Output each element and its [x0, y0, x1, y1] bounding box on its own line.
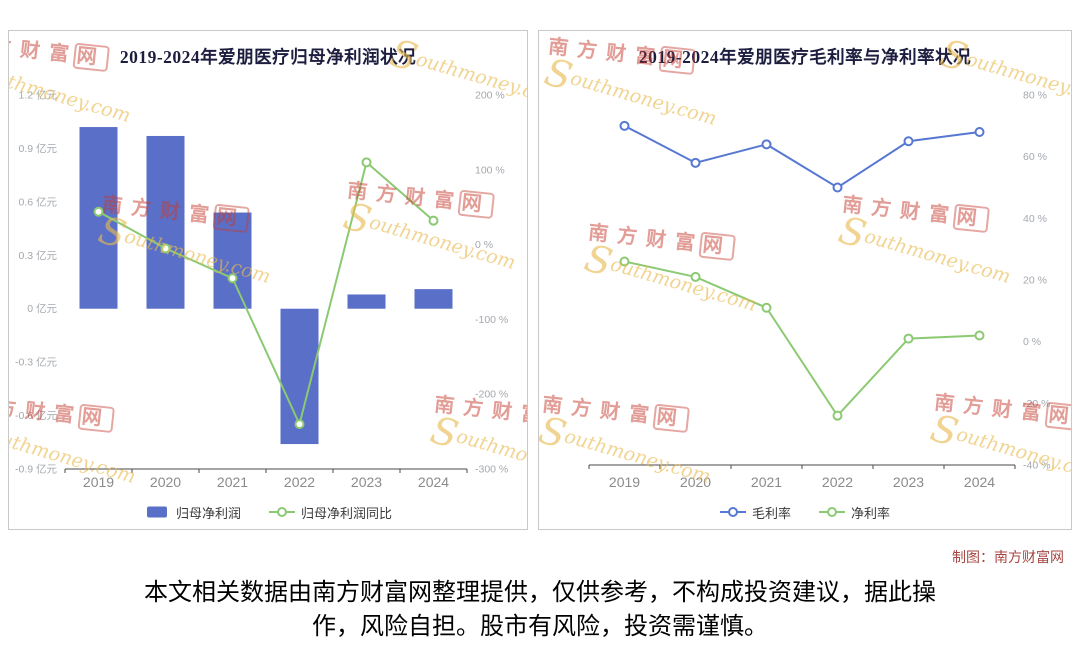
charts-row: 2019-2024年爱朋医疗归母净利润状况 1.2 亿元 0.9 亿元 0.6 亿元… — [8, 30, 1072, 530]
line-series — [619, 256, 985, 421]
point-marker-icon — [690, 271, 701, 282]
legend-label: 毛利率 — [751, 505, 791, 521]
line-path — [98, 160, 435, 428]
line-path — [624, 124, 980, 189]
y-axis-tick-label: 100 % — [475, 164, 505, 176]
point-marker-icon — [361, 157, 372, 168]
point-marker-icon — [428, 215, 439, 226]
net-profit-chart: 1.2 亿元 0.9 亿元 0.6 亿元 0.3 亿元 0 亿元 -0.3 亿元 -0.6 … — [15, 89, 508, 491]
bar-series — [79, 127, 453, 445]
net-profit-chart-title: 2019-2024年爱朋医疗归母净利润状况 — [119, 47, 417, 67]
net-profit-panel: 2019-2024年爱朋医疗归母净利润状况 1.2 亿元 0.9 亿元 0.6 亿元… — [8, 30, 528, 530]
margins-panel: 2019-2024年爱朋医疗毛利率与净利率状况 80 % 60 % 40 % 20 %… — [538, 30, 1072, 530]
y-axis-tick-label: -0.9 亿元 — [15, 463, 58, 476]
y-axis-tick-label: -200 % — [475, 389, 508, 401]
point-marker-icon — [832, 410, 843, 421]
x-axis-label: 2022 — [284, 474, 315, 490]
net-profit-legend: 归母净利润 归母净利润同比 — [9, 497, 527, 527]
line-series — [619, 120, 985, 193]
margins-legend: 毛利率 净利率 — [539, 497, 1071, 527]
x-axis-label: 2023 — [893, 474, 924, 490]
y-axis-tick-label: 0.6 亿元 — [18, 195, 57, 208]
point-marker-icon — [974, 330, 985, 341]
x-axis-label: 2019 — [609, 474, 640, 490]
y-axis-tick-label: 80 % — [1023, 90, 1047, 102]
x-axis-label: 2020 — [680, 474, 711, 490]
line-series — [93, 157, 439, 430]
point-marker-icon — [832, 182, 843, 193]
point-marker-icon — [974, 127, 985, 137]
line-path — [624, 260, 980, 418]
point-marker-icon — [160, 243, 171, 254]
legend-label: 归母净利润同比 — [301, 505, 393, 521]
legend-item: 净利率 — [819, 503, 890, 522]
point-marker-icon — [619, 120, 630, 131]
y-axis-tick-label: 1.2 亿元 — [18, 89, 57, 102]
y-axis-tick-label: 0 亿元 — [27, 302, 57, 315]
bar — [213, 212, 252, 309]
disclaimer-text: 本文相关数据由南方财富网整理提供，仅供参考，不构成投资建议，据此操作，风险自担。… — [144, 580, 936, 641]
x-axis-label: 2024 — [964, 474, 995, 490]
bar — [414, 289, 453, 309]
x-axis-label: 2023 — [351, 474, 382, 490]
x-axis-label: 2024 — [418, 474, 449, 490]
x-axis-label: 2021 — [217, 474, 248, 490]
y-axis-tick-label: -40 % — [1023, 460, 1050, 472]
bar — [347, 294, 386, 309]
y-axis-tick-label: -0.3 亿元 — [15, 356, 58, 369]
legend-line-marker-icon — [819, 507, 845, 517]
y-axis-tick-label: 20 % — [1023, 275, 1047, 287]
legend-line-marker-icon — [719, 507, 746, 517]
legend-item: 归母净利润 — [144, 503, 241, 522]
x-axis-label: 2019 — [83, 474, 114, 490]
margins-chart: 80 % 60 % 40 % 20 % 0 % -20 % -40 % 2019 2020 202… — [588, 90, 1050, 490]
x-axis-label: 2022 — [822, 474, 853, 490]
x-axis-label: 2021 — [751, 474, 782, 490]
legend-bar-marker-icon — [146, 506, 167, 518]
y-axis-tick-label: 0 % — [1023, 336, 1041, 348]
legend-item: 归母净利润同比 — [269, 503, 392, 522]
legend-item: 毛利率 — [719, 503, 791, 522]
bar — [146, 135, 185, 309]
point-marker-icon — [903, 333, 914, 344]
y-axis-tick-label: 60 % — [1023, 151, 1047, 163]
point-marker-icon — [761, 139, 772, 150]
point-marker-icon — [294, 419, 305, 430]
y-axis-tick-label: 0 % — [475, 239, 493, 251]
y-axis-tick-label: 0.3 亿元 — [18, 249, 57, 262]
y-axis-tick-label: 40 % — [1023, 213, 1047, 225]
margins-chart-title: 2019-2024年爱朋医疗毛利率与净利率状况 — [638, 47, 972, 67]
point-marker-icon — [619, 256, 630, 267]
point-marker-icon — [903, 136, 914, 147]
y-axis-tick-label: -300 % — [475, 464, 508, 476]
y-axis-tick-label: 200 % — [475, 90, 505, 102]
point-marker-icon — [761, 302, 772, 313]
y-axis-tick-label: -20 % — [1023, 398, 1050, 410]
x-axis-label: 2020 — [150, 474, 181, 490]
chart-credit: 制图：南方财富网 — [952, 549, 1064, 565]
y-axis-tick-label: 0.9 亿元 — [18, 142, 57, 155]
y-axis-tick-label: -100 % — [475, 314, 508, 326]
point-marker-icon — [690, 157, 701, 168]
legend-label: 归母净利润 — [175, 505, 241, 521]
y-axis-tick-label: -0.6 亿元 — [15, 409, 58, 422]
point-marker-icon — [93, 206, 104, 217]
point-marker-icon — [227, 273, 238, 284]
legend-line-marker-icon — [269, 507, 295, 517]
legend-label: 净利率 — [851, 505, 891, 521]
